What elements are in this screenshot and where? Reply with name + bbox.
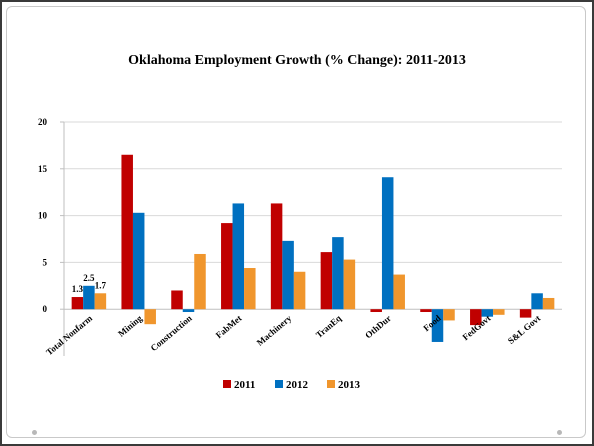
bar [481,309,494,317]
slide-corner-dot-right [557,430,562,435]
x-tick-label: Machinery [255,313,294,348]
data-label: 1.3 [72,284,84,294]
bar [493,309,505,315]
chart-title: Oklahoma Employment Growth (% Change): 2… [128,53,466,68]
bar [94,293,107,310]
bar [182,309,195,313]
bar [531,293,543,310]
y-tick-label: 5 [43,257,48,267]
bar [71,297,84,310]
bar [221,223,233,310]
x-tick-label: TranEq [314,313,343,340]
y-tick-label: 15 [38,164,48,174]
bar [470,309,482,326]
bar [194,253,206,310]
bar [443,309,455,321]
bar [132,212,145,310]
slide-corner-dot-left [32,430,37,435]
x-tick-label: Mining [116,313,144,339]
bar [519,309,532,318]
slide-frame [6,6,586,438]
bar [420,309,432,313]
bar [332,237,344,310]
bar [83,285,95,310]
bar [370,309,382,313]
y-tick-label: 10 [38,211,48,221]
y-tick-label: 20 [38,117,48,127]
bar [244,268,256,310]
x-tick-label: Total Nonfarm [44,313,94,358]
x-tick-label: S&L Govt [506,313,543,346]
legend-label: 2013 [338,379,361,391]
legend-swatch [223,380,231,388]
bars [71,154,555,342]
legend-swatch [275,380,283,388]
bar [270,203,283,310]
bar [542,297,555,310]
bar [282,240,294,310]
bar [232,203,245,310]
bar [381,177,394,310]
x-tick-label: FabMet [214,313,244,340]
bar [144,309,156,325]
grid-lines [64,121,562,263]
bar [393,274,405,310]
bar [343,259,356,310]
legend-label: 2011 [234,379,255,391]
legend-label: 2012 [286,379,309,391]
bar [171,290,183,310]
legend-swatch [327,380,335,388]
y-tick-label: 0 [43,304,48,314]
data-label: 1.7 [95,280,107,290]
x-tick-label: OthDur [363,313,393,340]
bar [320,252,333,310]
data-label: 2.5 [83,273,95,283]
bar [431,309,444,342]
legend: 2011 2012 2013 [223,379,361,391]
bar [293,271,306,310]
bar [121,154,133,310]
